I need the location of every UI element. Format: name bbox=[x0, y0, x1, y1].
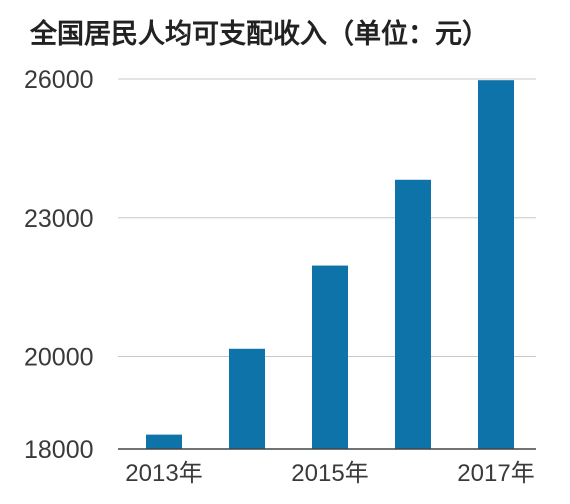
y-tick-labels: 18000 20000 23000 26000 bbox=[24, 66, 94, 464]
y-tick-label: 20000 bbox=[24, 344, 94, 372]
chart-title: 全国居民人均可支配收入（单位：元） bbox=[30, 19, 489, 50]
x-tick-labels: 2013年 2015年 2017年 bbox=[125, 460, 534, 487]
x-tick-label: 2015年 bbox=[291, 460, 368, 487]
y-tick-label: 23000 bbox=[24, 205, 94, 233]
y-tick-label: 26000 bbox=[24, 66, 94, 94]
bar-2013年 bbox=[146, 434, 182, 449]
bar-2015年 bbox=[312, 265, 348, 449]
bar-2016年 bbox=[395, 179, 431, 449]
x-tick-label: 2013年 bbox=[125, 460, 202, 487]
y-tick-label: 18000 bbox=[24, 436, 94, 464]
x-tick-label: 2017年 bbox=[457, 460, 534, 487]
bars bbox=[146, 80, 514, 449]
bar-2014年 bbox=[229, 348, 265, 449]
bar-2017年 bbox=[478, 80, 514, 449]
